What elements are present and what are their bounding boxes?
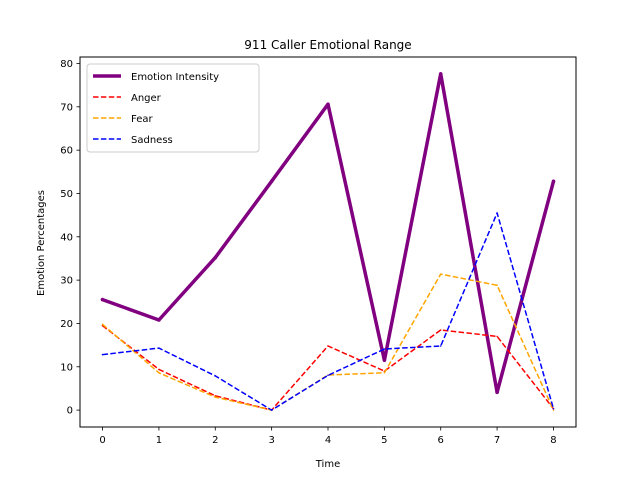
chart-title: 911 Caller Emotional Range <box>244 38 411 52</box>
y-tick-label: 40 <box>60 232 73 243</box>
x-tick-label: 2 <box>212 435 218 446</box>
data-point <box>214 375 217 377</box>
data-point <box>327 345 329 347</box>
x-tick-label: 1 <box>156 435 162 446</box>
data-point <box>269 179 274 184</box>
data-point <box>439 273 442 275</box>
legend-label-2: Fear <box>131 114 153 125</box>
legend-frame <box>86 63 260 153</box>
y-tick-label: 70 <box>60 102 73 113</box>
legend-label-0: Emotion Intensity <box>131 72 219 83</box>
y-tick-label: 80 <box>60 59 73 70</box>
data-point <box>551 179 556 184</box>
x-axis-title: Time <box>315 459 340 470</box>
y-tick-label: 10 <box>60 362 73 373</box>
data-point <box>496 284 498 287</box>
y-tick-label: 0 <box>67 406 73 417</box>
y-tick-label: 20 <box>60 319 73 330</box>
x-tick-label: 7 <box>494 435 500 446</box>
x-tick-label: 5 <box>381 435 387 446</box>
data-point <box>383 348 386 350</box>
x-tick-label: 6 <box>438 435 444 446</box>
y-tick-label: 60 <box>60 146 73 157</box>
data-point <box>214 396 217 398</box>
data-point <box>100 297 105 302</box>
legend-label-1: Anger <box>131 93 162 104</box>
data-point <box>439 329 442 331</box>
data-point <box>383 372 386 374</box>
data-point <box>158 368 160 371</box>
y-axis-title: Emotion Percentages <box>36 190 47 296</box>
series-line-2 <box>102 273 555 411</box>
y-tick-label: 50 <box>60 189 73 200</box>
y-tick-label: 30 <box>60 276 73 287</box>
x-tick-label: 4 <box>325 435 331 446</box>
legend-label-3: Sadness <box>131 135 173 146</box>
data-point <box>495 390 499 395</box>
data-point <box>382 358 387 363</box>
x-tick-label: 0 <box>99 435 105 446</box>
data-point <box>327 374 329 377</box>
x-tick-label: 8 <box>550 435 556 446</box>
data-point <box>158 372 160 374</box>
data-point <box>438 72 443 76</box>
data-point <box>158 347 160 349</box>
data-point <box>552 409 555 411</box>
data-point <box>157 318 161 322</box>
data-point <box>496 335 498 338</box>
data-point <box>439 345 442 347</box>
data-point <box>326 102 330 106</box>
data-point <box>552 408 555 410</box>
plot-area <box>100 72 556 411</box>
data-point <box>270 409 273 411</box>
data-point <box>496 212 498 214</box>
x-tick-label: 3 <box>268 435 274 446</box>
data-point <box>101 323 104 326</box>
series-line-3 <box>102 212 555 411</box>
legend: Emotion Intensity Anger Fear Sadness <box>86 63 260 153</box>
data-point <box>101 353 104 356</box>
data-point <box>213 255 218 260</box>
